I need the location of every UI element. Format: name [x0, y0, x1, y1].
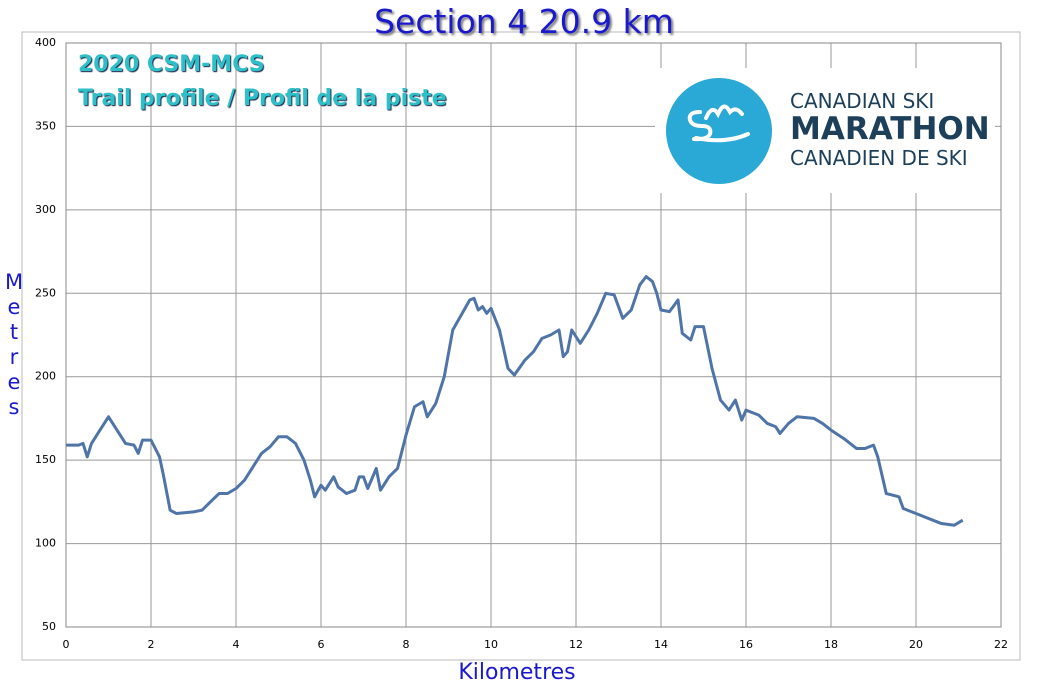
x-tick-label: 6 — [318, 638, 325, 651]
y-axis-label: Metres — [2, 270, 26, 420]
x-tick-label: 8 — [403, 638, 410, 651]
logo-text: CANADIAN SKI — [790, 89, 934, 113]
plot-frame — [65, 42, 1002, 628]
x-tick-label: 16 — [739, 638, 753, 651]
logo-text: MARATHON — [790, 111, 990, 147]
y-tick-label: 300 — [35, 203, 56, 216]
y-tick-label: 350 — [35, 119, 56, 132]
annotation: Trail profile / Profil de la piste — [78, 86, 447, 111]
x-axis-label: Kilometres — [458, 660, 576, 685]
y-tick-label: 250 — [35, 286, 56, 299]
y-tick-label: 100 — [35, 537, 56, 550]
x-tick-label: 22 — [994, 638, 1008, 651]
annotation: 2020 CSM-MCS — [78, 52, 265, 77]
x-tick-label: 12 — [569, 638, 583, 651]
y-tick-label: 400 — [35, 36, 56, 49]
logo-text: CANADIEN DE SKI — [790, 146, 968, 170]
x-tick-label: 0 — [63, 638, 70, 651]
y-tick-label: 50 — [42, 620, 56, 633]
elevation-line — [66, 275, 964, 527]
chart-title: Section 4 20.9 km — [374, 2, 674, 41]
x-tick-label: 20 — [909, 638, 923, 651]
logo-circle — [666, 78, 772, 184]
logo-mark — [687, 104, 750, 143]
x-tick-label: 2 — [148, 638, 155, 651]
logo: CANADIAN SKI MARATHON CANADIEN DE SKI — [666, 78, 990, 184]
x-tick-label: 14 — [654, 638, 668, 651]
y-tick-label: 200 — [35, 370, 56, 383]
x-tick-label: 18 — [824, 638, 838, 651]
y-tick-label: 150 — [35, 453, 56, 466]
x-tick-label: 10 — [484, 638, 498, 651]
x-tick-label: 4 — [233, 638, 240, 651]
